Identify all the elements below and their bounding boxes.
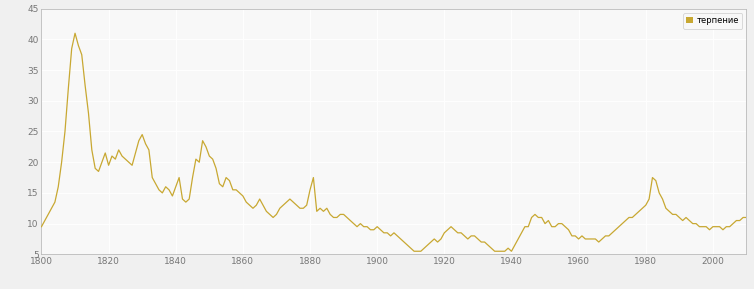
Legend: терпение: терпение	[683, 13, 742, 29]
